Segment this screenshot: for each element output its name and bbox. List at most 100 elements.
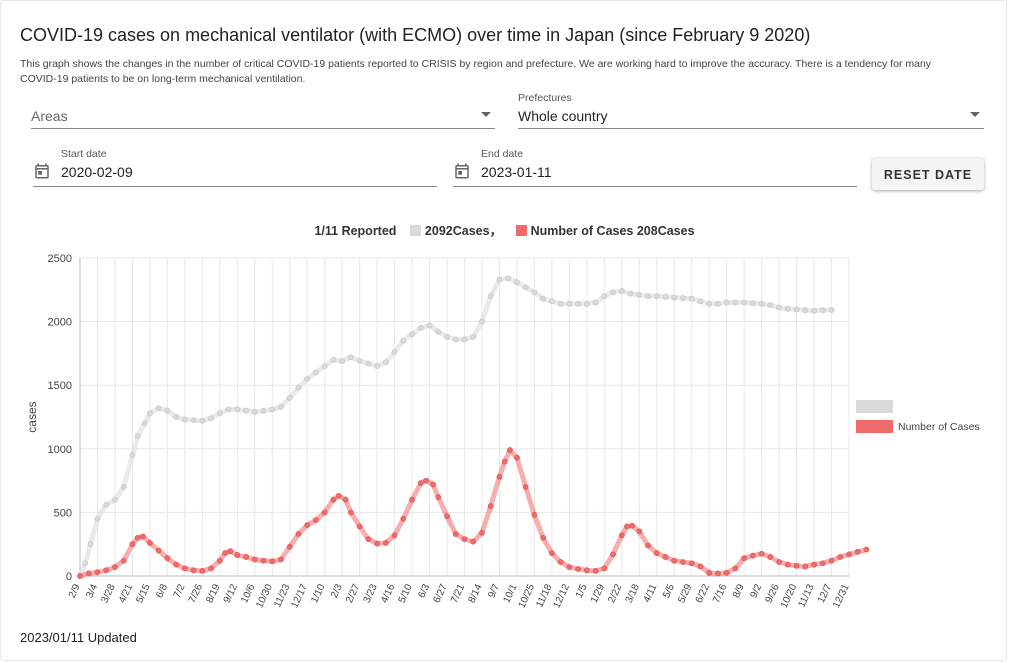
gray-series-point [216, 410, 223, 417]
x-tick-label: 1/5 [574, 582, 590, 600]
gray-series-point [190, 417, 197, 424]
cases-series-point [342, 496, 349, 503]
cases-series-point [610, 551, 616, 558]
areas-select[interactable]: Areas [31, 92, 495, 129]
cases-series-point [531, 512, 538, 518]
gray-series-point [540, 295, 547, 302]
x-tick-label: 6/22 [694, 582, 712, 605]
gray-series-point [758, 300, 765, 307]
x-tick-label: 9/12 [222, 582, 240, 605]
reset-date-button[interactable]: RESET DATE [872, 158, 984, 190]
gray-series-point [286, 395, 293, 401]
cases-series-point [680, 559, 686, 565]
gray-series-point [347, 354, 354, 361]
gray-series-point [391, 349, 398, 356]
cases-series-point [863, 546, 870, 553]
gray-series-point [208, 415, 214, 422]
x-tick-label: 12/7 [816, 582, 834, 605]
cases-series-point [723, 569, 730, 576]
cases-series-point [234, 552, 241, 558]
gray-series-point [828, 306, 835, 313]
gray-series-point [470, 333, 477, 340]
x-tick-label: 6/8 [154, 582, 170, 600]
updated-timestamp: 2023/01/11 Updated [20, 630, 137, 645]
cases-series-point [347, 509, 354, 516]
gray-series-point [181, 416, 188, 423]
x-tick-label: 5/5 [661, 582, 677, 600]
cases-series-point [496, 473, 503, 480]
page-description: This graph shows the changes in the numb… [20, 58, 932, 85]
reported-date: 1/11 Reported [314, 224, 397, 238]
cases-series-point [313, 517, 319, 523]
cases-series-point [715, 570, 721, 577]
gray-series-point [382, 359, 389, 366]
x-tick-label: 5/10 [397, 582, 415, 605]
gray-series-point [400, 337, 407, 344]
cases-series-point [776, 559, 782, 565]
cases-series-point [749, 552, 756, 559]
cases-series-point [767, 554, 774, 560]
calendar-icon[interactable] [453, 162, 471, 180]
cases-series-point [85, 570, 92, 577]
gray-series-point [313, 369, 319, 376]
gray-series-point [636, 291, 643, 298]
x-tick-label: 9/2 [748, 582, 764, 600]
x-tick-label: 2/22 [606, 582, 624, 605]
gray-series-point [278, 403, 284, 410]
cases-series-point [164, 555, 171, 562]
x-tick-label: 5/29 [676, 582, 694, 605]
x-tick-label: 9/7 [486, 582, 502, 600]
gray-series-point [112, 496, 118, 503]
cases-series-point [793, 562, 800, 569]
gray-series-point [251, 409, 258, 415]
y-tick-label: 1500 [48, 380, 72, 392]
gray-series-point [269, 406, 276, 413]
cases-series-point [382, 540, 389, 546]
gray-series-point [129, 452, 136, 459]
cases-series-point [846, 551, 852, 558]
cases-series-point [190, 567, 197, 574]
cases-series-point [461, 536, 468, 543]
end-date-label: End date [481, 148, 524, 160]
cases-series-point [77, 573, 83, 579]
cases-series-point [199, 568, 206, 574]
gray-series-point [715, 300, 721, 307]
end-date-field[interactable]: End date 2023-01-11 [453, 148, 857, 187]
gray-series-point [662, 293, 669, 300]
x-tick-label: 1/10 [309, 582, 327, 605]
cases-series-point [583, 567, 590, 574]
x-tick-label: 12/12 [552, 582, 573, 610]
cases-series-point [208, 565, 214, 572]
calendar-icon[interactable] [33, 162, 51, 180]
cases-series-point [819, 560, 826, 567]
gray-series-point [697, 298, 704, 305]
gray-series-point [811, 307, 817, 314]
gray-series-point [164, 407, 171, 414]
gray-series-point [776, 304, 782, 311]
legend-swatch-gray-series [856, 400, 893, 413]
gray-series-point [374, 363, 381, 370]
x-tick-label: 1/29 [589, 582, 607, 605]
prefectures-select[interactable]: Prefectures Whole country [518, 92, 984, 129]
x-tick-label: 3/4 [84, 582, 100, 600]
gray-series-point [653, 293, 660, 300]
x-tick-label: 12/31 [831, 582, 852, 610]
cases-series-point [592, 568, 599, 574]
cases-series-point [330, 496, 337, 503]
cases-series-point [243, 554, 249, 560]
gray-series-point [295, 384, 302, 391]
gray-series-point [496, 276, 503, 283]
cases-series-point [181, 565, 188, 572]
gray-series-point [741, 299, 748, 306]
gray-series-point [723, 299, 730, 306]
cases-series-point [120, 557, 127, 564]
cases-series-point [624, 523, 630, 530]
start-date-value[interactable]: 2020-02-09 [61, 164, 133, 180]
start-date-field[interactable]: Start date 2020-02-09 [33, 148, 437, 187]
gray-series-point [304, 375, 311, 382]
gray-series-point [444, 333, 450, 340]
gray-series-point [103, 501, 110, 508]
cases-series-point [103, 567, 110, 574]
end-date-value[interactable]: 2023-01-11 [481, 164, 552, 180]
